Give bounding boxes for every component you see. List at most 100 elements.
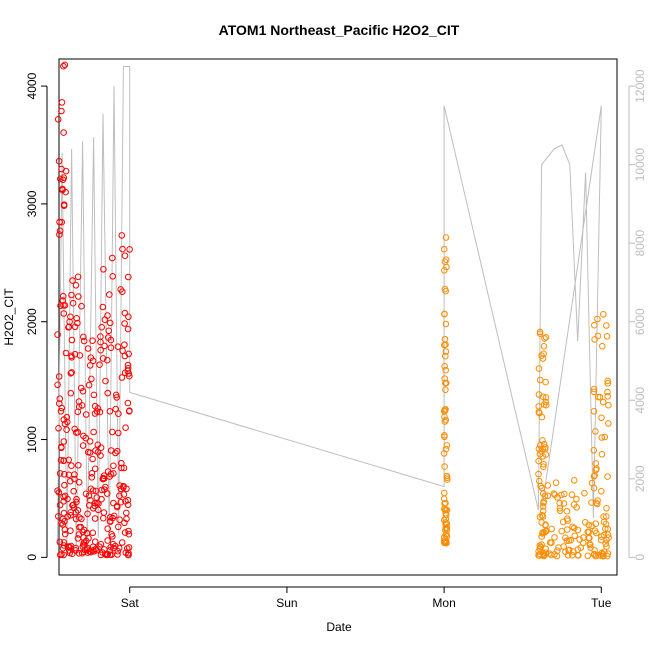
data-point	[442, 519, 449, 526]
data-point	[107, 543, 114, 551]
data-point	[594, 332, 602, 340]
data-point	[591, 321, 598, 329]
data-point	[579, 539, 587, 547]
data-point	[121, 529, 129, 536]
data-point	[543, 527, 550, 535]
data-point	[551, 534, 558, 541]
data-point	[70, 501, 77, 509]
data-point	[91, 515, 99, 522]
data-point	[60, 539, 68, 546]
data-point	[104, 389, 111, 397]
data-point	[114, 447, 121, 455]
data-point	[56, 218, 63, 226]
data-point	[542, 378, 549, 386]
data-point	[67, 389, 75, 397]
data-point	[103, 490, 111, 497]
data-point	[91, 538, 99, 546]
data-point	[592, 520, 600, 528]
data-point	[540, 499, 547, 507]
data-point	[86, 362, 94, 369]
data-point	[88, 474, 96, 481]
data-point	[60, 129, 67, 136]
data-point	[89, 529, 97, 537]
data-point	[442, 499, 449, 507]
data-point	[603, 543, 610, 550]
data-point	[594, 315, 601, 323]
data-point	[563, 526, 571, 533]
data-point	[100, 475, 108, 483]
y2-tick-label: 6000	[633, 308, 647, 335]
data-point	[125, 527, 132, 535]
data-point	[56, 501, 64, 509]
data-point	[97, 541, 105, 548]
y2-tick-label: 0	[633, 554, 647, 561]
data-point	[443, 520, 451, 528]
data-point	[603, 322, 610, 329]
data-point	[66, 549, 74, 557]
data-point	[575, 552, 582, 559]
data-point	[535, 445, 543, 453]
data-point	[80, 539, 88, 546]
data-point	[442, 256, 450, 264]
data-point	[537, 482, 544, 490]
y2-tick-label: 8000	[633, 230, 647, 257]
altitude-series	[56, 66, 602, 554]
data-point	[79, 442, 87, 449]
data-point	[440, 450, 448, 457]
data-point	[121, 309, 129, 317]
data-point	[116, 492, 123, 500]
data-point	[442, 386, 449, 394]
data-point	[441, 375, 449, 382]
data-point	[106, 408, 114, 415]
data-point	[75, 479, 83, 486]
data-point	[598, 434, 606, 441]
data-point	[70, 504, 78, 512]
data-point	[101, 342, 108, 350]
data-point	[56, 227, 64, 235]
data-point	[68, 352, 75, 360]
data-point	[61, 530, 69, 538]
data-point	[441, 407, 449, 415]
data-point	[573, 495, 580, 503]
data-point	[441, 335, 449, 343]
data-point	[104, 468, 112, 475]
data-point	[55, 425, 62, 432]
data-point	[75, 403, 83, 411]
data-point	[86, 438, 94, 445]
data-point	[89, 455, 96, 463]
data-point	[536, 376, 544, 384]
data-point	[120, 464, 128, 472]
y-tick-label: 4000	[25, 72, 39, 99]
data-point	[100, 266, 107, 273]
data-point	[115, 544, 123, 552]
y-axis: 0 1000 2000 3000 4000	[25, 72, 48, 561]
data-point	[68, 462, 75, 470]
data-point	[598, 488, 605, 495]
data-point	[122, 498, 129, 505]
data-point	[546, 550, 553, 558]
data-point	[603, 333, 611, 340]
altitude-line	[56, 66, 602, 554]
data-point	[60, 202, 68, 209]
data-point	[118, 539, 126, 546]
data-point	[536, 513, 544, 521]
plot-frame	[58, 58, 618, 576]
data-point	[102, 377, 109, 385]
data-point	[65, 456, 72, 464]
y-tick-label: 0	[25, 554, 39, 561]
x-tick-label: Tue	[591, 596, 612, 610]
data-point	[104, 334, 112, 341]
data-point	[80, 548, 88, 556]
data-point	[71, 471, 78, 478]
data-point	[76, 523, 83, 531]
data-point	[538, 352, 545, 360]
data-point	[57, 408, 65, 415]
data-point	[125, 273, 132, 281]
data-point	[540, 551, 547, 559]
data-point	[556, 507, 564, 515]
data-point	[602, 525, 609, 533]
data-point	[57, 456, 65, 464]
data-point	[72, 544, 80, 552]
data-point	[60, 310, 68, 317]
data-point	[101, 546, 108, 553]
